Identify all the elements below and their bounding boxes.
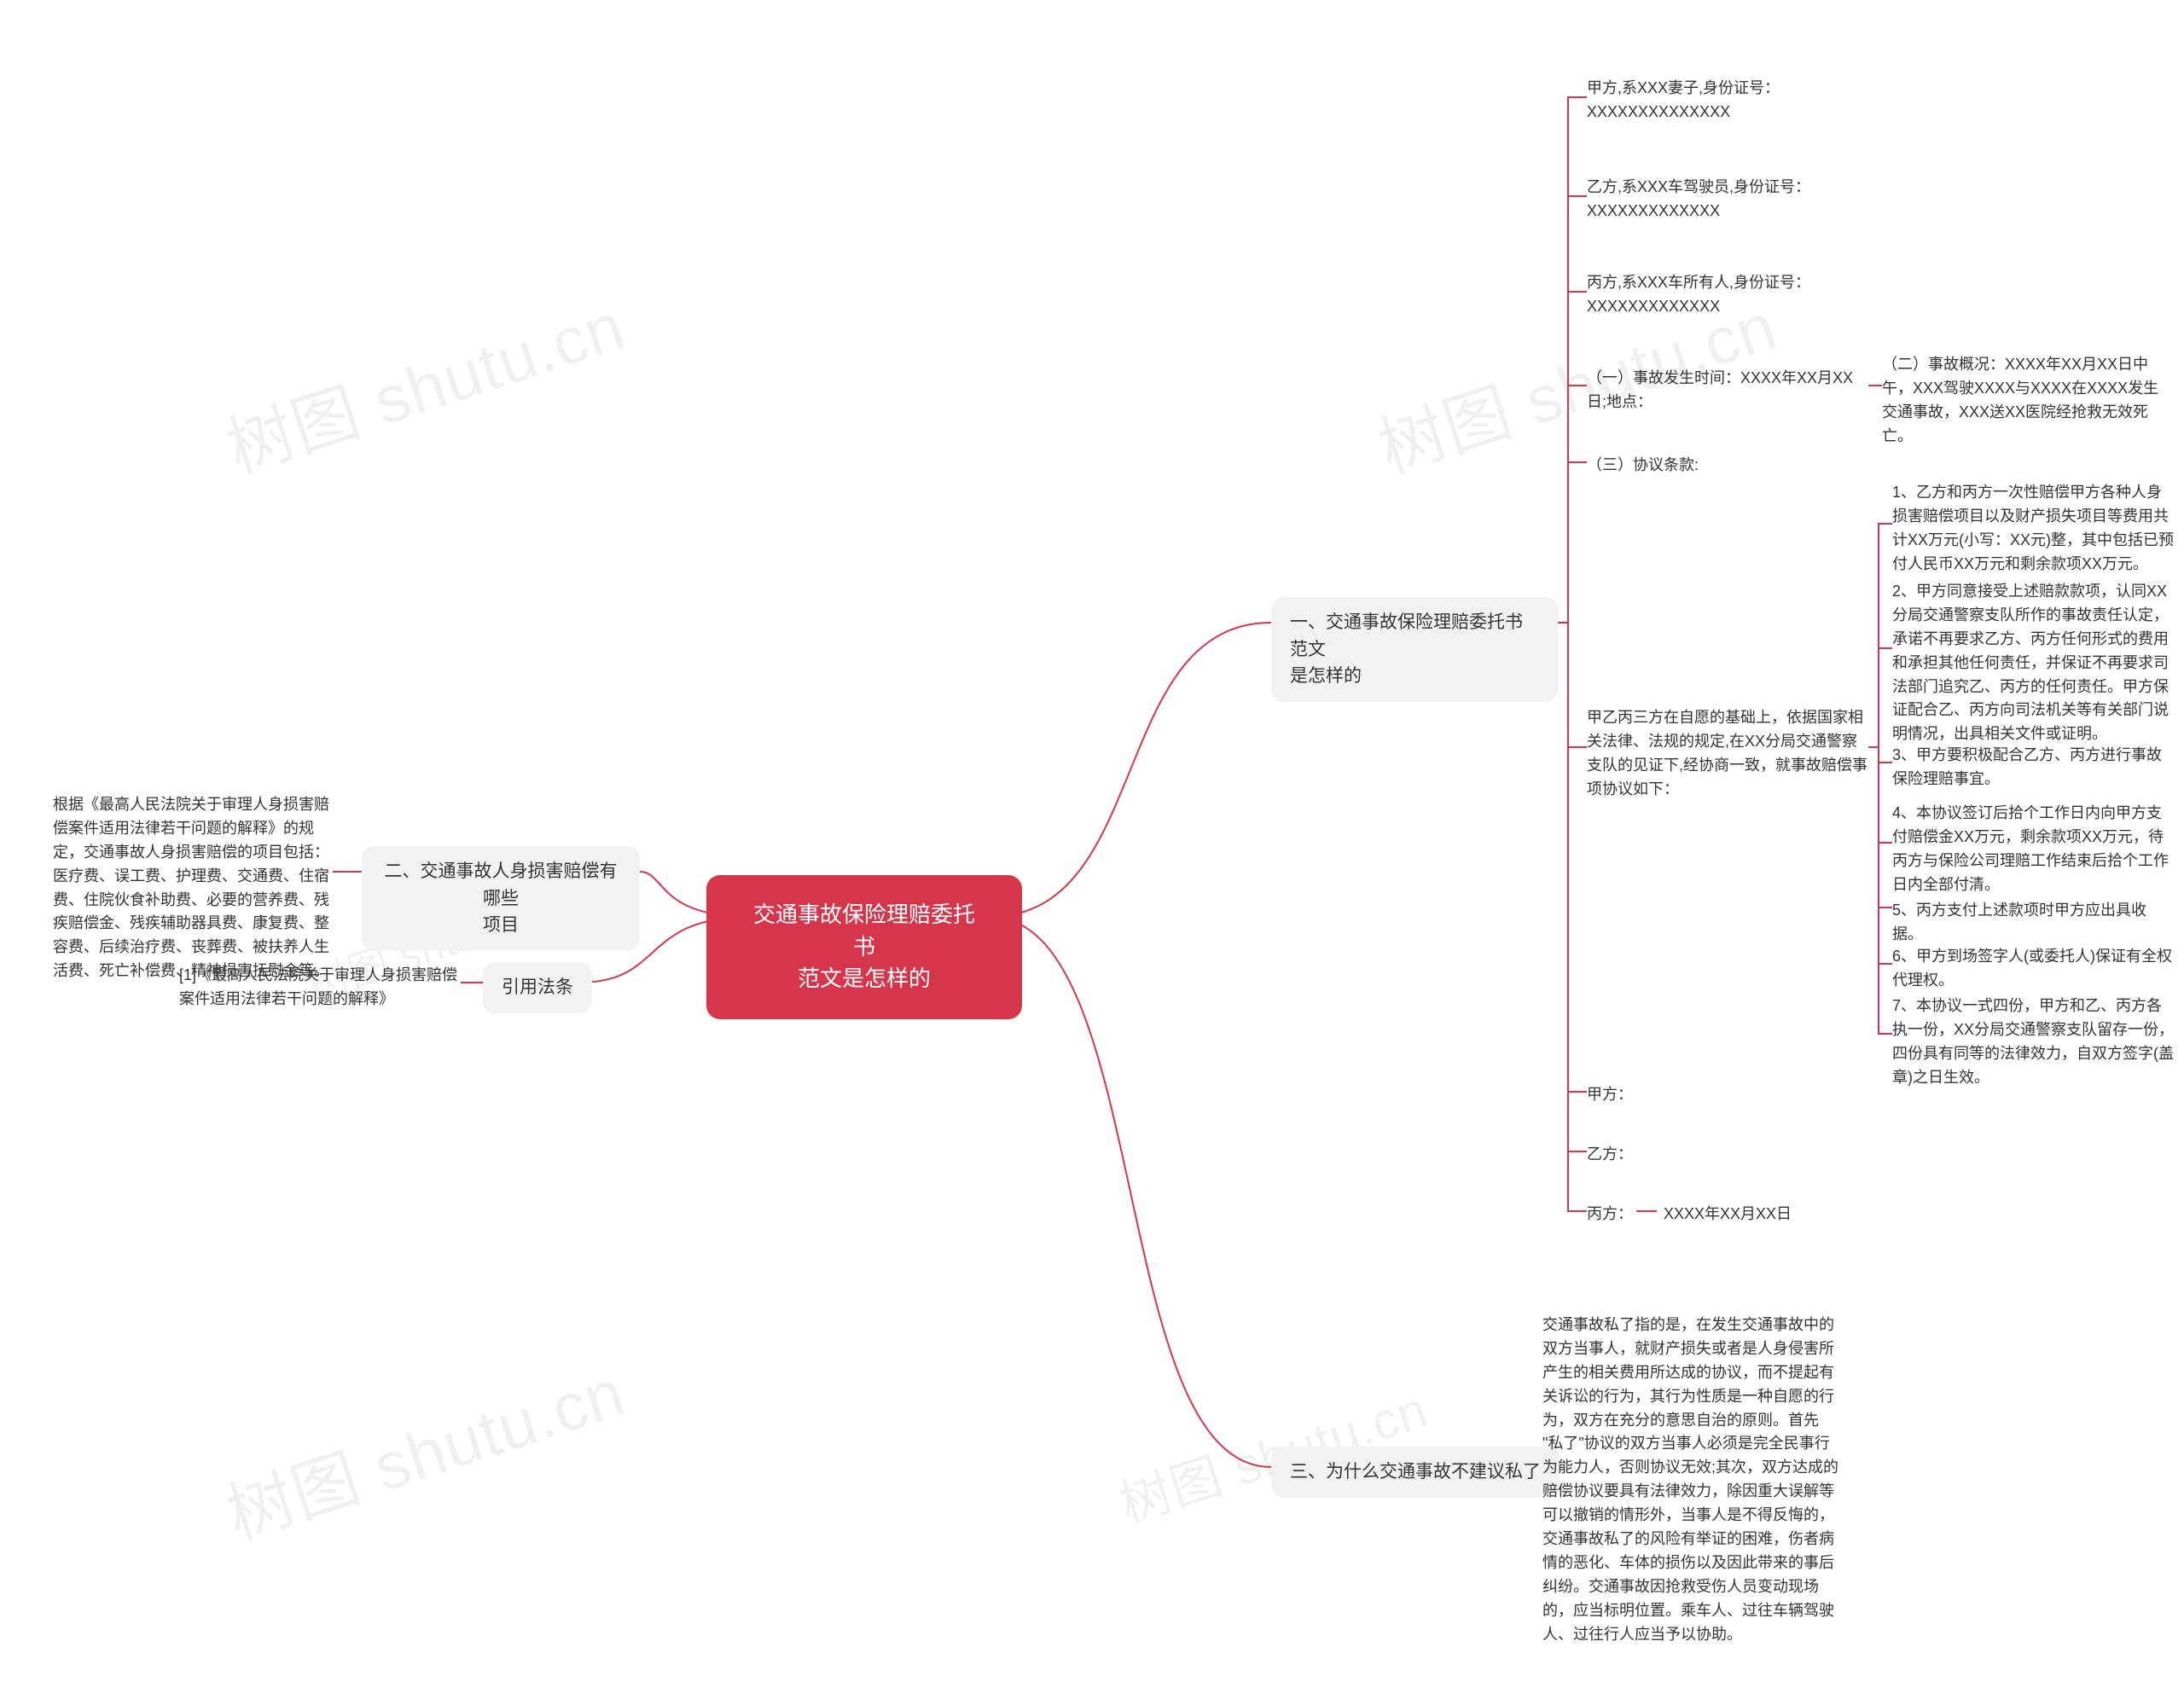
leaf-clause-1[interactable]: 1、乙方和丙方一次性赔偿甲方各种人身损害赔偿项目以及财产损失项目等费用共计XX万… bbox=[1892, 481, 2174, 577]
leaf-sign-a[interactable]: 甲方： bbox=[1587, 1083, 1633, 1107]
root-line1: 交通事故保险理赔委托书 bbox=[753, 902, 975, 960]
watermark: 树图 shutu.cn bbox=[213, 1340, 635, 1558]
leaf-terms-label[interactable]: （三）协议条款: bbox=[1587, 454, 1699, 478]
leaf-clause-6[interactable]: 6、甲方到场签字人(或委托人)保证有全权代理权。 bbox=[1892, 945, 2174, 993]
leaf-clause-2[interactable]: 2、甲方同意接受上述赔款款项，认同XX分局交通警察支队所作的事故责任认定，承诺不… bbox=[1892, 580, 2174, 746]
leaf-accident-overview[interactable]: （二）事故概况：XXXX年XX月XX日中午，XXX驾驶XXXX与XXXX在XXX… bbox=[1882, 353, 2164, 449]
leaf-clause-7[interactable]: 7、本协议一式四份，甲方和乙、丙方各执一份，XX分局交通警察支队留存一份，四份具… bbox=[1892, 995, 2174, 1090]
root-node[interactable]: 交通事故保险理赔委托书 范文是怎样的 bbox=[706, 875, 1022, 1019]
leaf-party-b[interactable]: 乙方,系XXX车驾驶员,身份证号：XXXXXXXXXXXXX bbox=[1587, 176, 1868, 223]
leaf-compensation-items[interactable]: 根据《最高人民法院关于审理人身损害赔偿案件适用法律若干问题的解释》的规定，交通事… bbox=[53, 793, 334, 983]
branch-2[interactable]: 二、交通事故人身损害赔偿有哪些项目 bbox=[362, 846, 640, 951]
branch-3[interactable]: 三、为什么交通事故不建议私了 bbox=[1271, 1447, 1560, 1498]
branch-1-line1: 一、交通事故保险理赔委托书范文 bbox=[1290, 612, 1523, 659]
watermark: 树图 shutu.cn bbox=[213, 274, 635, 492]
leaf-party-c[interactable]: 丙方,系XXX车所有人,身份证号：XXXXXXXXXXXXX bbox=[1587, 271, 1868, 319]
branch-4[interactable]: 引用法条 bbox=[483, 962, 592, 1013]
leaf-party-a[interactable]: 甲方,系XXX妻子,身份证号：XXXXXXXXXXXXXX bbox=[1587, 77, 1868, 125]
leaf-citation[interactable]: [1]《最高人民法院关于审理人身损害赔偿案件适用法律若干问题的解释》 bbox=[179, 964, 462, 1012]
leaf-sign-b[interactable]: 乙方： bbox=[1587, 1143, 1633, 1167]
branch-1[interactable]: 一、交通事故保险理赔委托书范文 是怎样的 bbox=[1271, 597, 1558, 702]
leaf-clause-3[interactable]: 3、甲方要积极配合乙方、丙方进行事故保险理赔事宜。 bbox=[1892, 744, 2174, 792]
leaf-sign-c[interactable]: 丙方： bbox=[1587, 1203, 1633, 1227]
leaf-date[interactable]: XXXX年XX月XX日 bbox=[1664, 1203, 1792, 1227]
leaf-why-not-private[interactable]: 交通事故私了指的是，在发生交通事故中的双方当事人，就财产损失或者是人身侵害所产生… bbox=[1542, 1314, 1843, 1646]
leaf-agreement-intro[interactable]: 甲乙丙三方在自愿的基础上，依据国家相关法律、法规的规定,在XX分局交通警察支队的… bbox=[1587, 706, 1868, 802]
leaf-accident-time[interactable]: （一）事故发生时间：XXXX年XX月XX日;地点： bbox=[1587, 367, 1868, 415]
leaf-clause-5[interactable]: 5、丙方支付上述款项时甲方应出具收据。 bbox=[1892, 899, 2174, 947]
leaf-clause-4[interactable]: 4、本协议签订后拾个工作日内向甲方支付赔偿金XX万元，剩余款项XX万元，待丙方与… bbox=[1892, 802, 2174, 897]
branch-2-label: 二、交通事故人身损害赔偿有哪些项目 bbox=[385, 861, 618, 935]
root-line2: 范文是怎样的 bbox=[798, 966, 931, 991]
branch-1-line2: 是怎样的 bbox=[1290, 666, 1362, 686]
